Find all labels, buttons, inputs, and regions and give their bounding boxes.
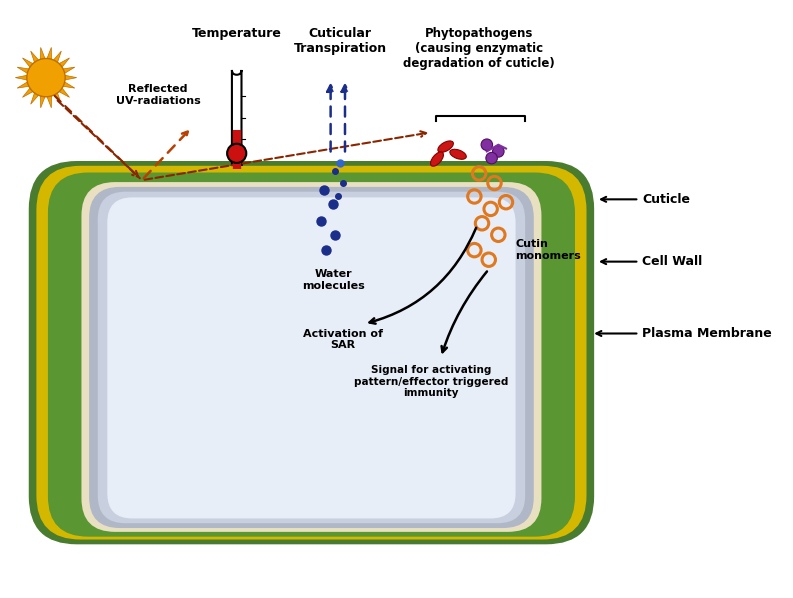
Circle shape [492,146,504,157]
Text: Cuticle: Cuticle [601,193,690,206]
Text: Activation of
SAR: Activation of SAR [303,329,383,350]
Ellipse shape [450,150,466,159]
Circle shape [486,152,497,164]
Polygon shape [22,58,33,67]
Text: Cell Wall: Cell Wall [601,255,703,268]
Circle shape [481,139,492,151]
Ellipse shape [431,152,443,166]
Polygon shape [59,58,70,67]
Text: Temperature: Temperature [192,27,282,40]
Text: Cutin
monomers: Cutin monomers [515,239,581,261]
Text: Signal for activating
pattern/effector triggered
immunity: Signal for activating pattern/effector t… [354,365,508,398]
Polygon shape [47,47,52,59]
Text: Cuticular
Transpiration: Cuticular Transpiration [293,27,387,55]
Polygon shape [59,88,70,97]
Polygon shape [63,82,75,88]
Polygon shape [31,93,39,104]
Polygon shape [22,88,33,97]
Text: Water
molecules: Water molecules [302,269,365,291]
Polygon shape [47,96,52,108]
FancyBboxPatch shape [89,187,534,528]
FancyBboxPatch shape [29,161,594,544]
FancyBboxPatch shape [232,70,242,166]
Polygon shape [15,75,27,80]
Polygon shape [53,51,61,62]
Polygon shape [17,67,29,74]
FancyBboxPatch shape [82,182,542,532]
Polygon shape [31,51,39,62]
Polygon shape [65,75,77,80]
FancyBboxPatch shape [36,166,587,539]
Text: Phytopathogens
(causing enzymatic
degradation of cuticle): Phytopathogens (causing enzymatic degrad… [404,27,555,70]
FancyBboxPatch shape [107,197,515,518]
Circle shape [27,59,65,97]
Text: Plasma Membrane: Plasma Membrane [596,327,772,340]
Polygon shape [53,93,61,104]
Polygon shape [40,96,45,108]
Polygon shape [63,67,75,74]
Polygon shape [40,47,45,59]
Circle shape [227,144,247,163]
FancyBboxPatch shape [48,172,575,536]
Text: Reflected
UV-radiations: Reflected UV-radiations [116,84,201,106]
Ellipse shape [438,141,454,152]
FancyBboxPatch shape [98,192,525,523]
Polygon shape [17,82,29,88]
